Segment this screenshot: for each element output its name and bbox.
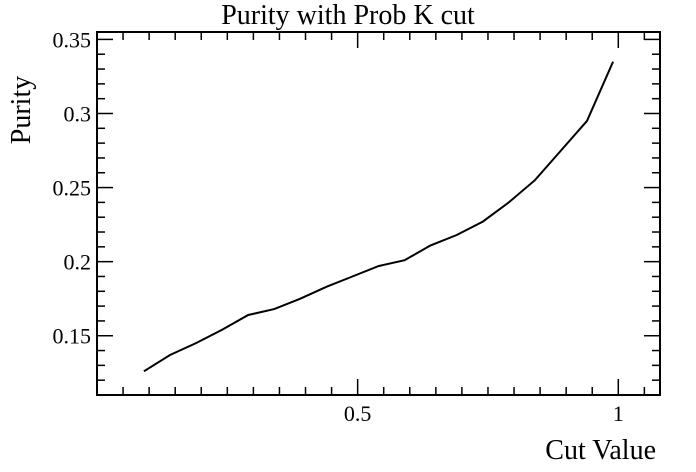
y-tick-label: 0.25: [53, 176, 92, 201]
y-tick-label: 0.15: [53, 324, 92, 349]
plot-frame: [96, 31, 661, 396]
y-tick-label: 0.3: [64, 101, 92, 126]
x-tick-label: 1: [613, 401, 624, 426]
y-tick-label: 0.35: [53, 27, 92, 52]
purity-series-line: [143, 61, 615, 373]
y-axis-label: Purity: [6, 76, 37, 144]
chart-title: Purity with Prob K cut: [221, 0, 475, 31]
x-tick-label: 0.5: [344, 401, 372, 426]
axis-tick-labels: 0.5 1 0.15 0.2 0.25 0.3 0.35: [53, 27, 624, 426]
axis-ticks: [97, 32, 660, 396]
y-tick-label: 0.2: [64, 250, 92, 275]
x-axis-label: Cut Value: [545, 435, 656, 466]
